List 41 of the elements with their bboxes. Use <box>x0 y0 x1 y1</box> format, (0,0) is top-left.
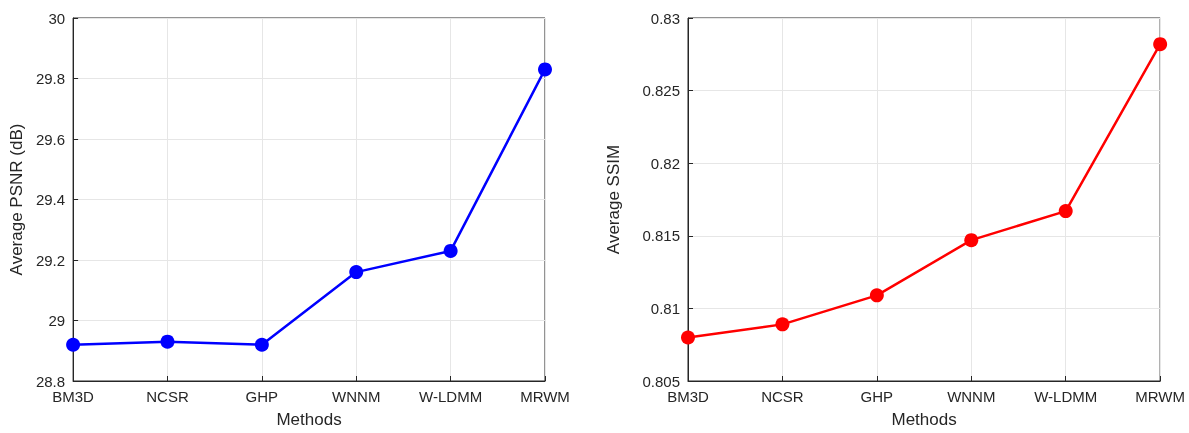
point <box>538 62 552 77</box>
y-tick-label: 28.8 <box>35 372 66 390</box>
y-tick-label: 0.815 <box>642 227 680 245</box>
y-tick-label: 29.8 <box>35 70 66 87</box>
y-tick-label: 29.2 <box>35 251 66 269</box>
y-tick-label: 0.83 <box>650 9 680 27</box>
x-axis-title: Methods <box>891 410 957 429</box>
y-tick-label: 0.81 <box>650 299 680 317</box>
point <box>869 288 884 303</box>
x-axis-title: Methods <box>276 410 342 429</box>
y-axis-title: Average PSNR (dB) <box>7 123 26 276</box>
point <box>1058 204 1073 219</box>
x-tick-label: WNNM <box>947 388 996 405</box>
x-tick-label: NCSR <box>761 388 804 405</box>
point <box>254 337 269 352</box>
point <box>775 317 790 332</box>
x-tick-label: MRWM <box>520 388 570 405</box>
point <box>349 265 364 280</box>
point <box>66 337 81 352</box>
point <box>681 330 695 345</box>
x-tick-label: MRWM <box>1135 388 1185 405</box>
x-tick-label: NCSR <box>146 388 189 405</box>
y-tick-label: 29.6 <box>35 130 66 148</box>
point <box>964 233 979 248</box>
x-tick-label: W-LDMM <box>419 388 483 405</box>
x-tick-label: GHP <box>860 388 894 405</box>
point <box>443 243 458 258</box>
y-axis-title: Average SSIM <box>604 144 623 255</box>
point <box>160 334 175 349</box>
y-tick-label: 0.805 <box>642 372 680 390</box>
y-tick-label: 30 <box>48 9 66 27</box>
x-tick-label: BM3D <box>667 388 709 405</box>
x-tick-label: BM3D <box>52 388 95 405</box>
y-tick-label: 29.4 <box>35 191 66 208</box>
y-tick-label: 0.82 <box>650 154 680 172</box>
point <box>1153 37 1168 52</box>
y-tick-label: 0.825 <box>642 82 680 100</box>
x-tick-label: GHP <box>245 388 279 405</box>
y-tick-label: 29 <box>48 312 66 329</box>
x-tick-label: WNNM <box>332 388 381 405</box>
x-tick-label: W-LDMM <box>1034 388 1098 405</box>
